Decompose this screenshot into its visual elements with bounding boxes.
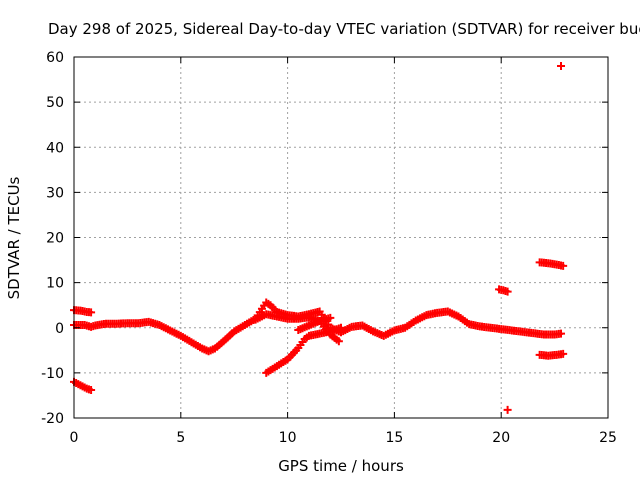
data-point: [559, 261, 568, 270]
y-tick-label: -20: [41, 411, 64, 427]
data-point: [559, 349, 568, 358]
y-tick-label: -10: [41, 366, 64, 382]
y-tick-label: 10: [46, 276, 64, 292]
x-axis-label: GPS time / hours: [278, 457, 404, 475]
series-8: [535, 349, 568, 360]
data-point: [503, 287, 512, 296]
series-2: [262, 323, 345, 377]
y-tick-label: 0: [55, 321, 64, 337]
series-4: [70, 306, 96, 317]
data-point: [557, 329, 566, 338]
grid-lines: [74, 57, 608, 418]
x-tick-label: 20: [492, 430, 510, 446]
chart-title: Day 298 of 2025, Sidereal Day-to-day VTE…: [48, 20, 640, 38]
x-tick-label: 15: [385, 430, 403, 446]
y-tick-label: 50: [46, 95, 64, 111]
series-9: [503, 62, 566, 414]
data-point: [87, 308, 96, 317]
y-tick-label: 20: [46, 231, 64, 247]
series-0: [70, 298, 566, 356]
data-point: [87, 386, 96, 395]
y-axis-label: SDTVAR / TECUs: [5, 176, 23, 299]
x-tick-label: 10: [279, 430, 297, 446]
data-point: [557, 62, 566, 71]
y-tick-label: 30: [46, 185, 64, 201]
series-5: [70, 377, 96, 395]
data-point: [334, 337, 343, 346]
series-3: [294, 313, 335, 335]
y-tick-label: 60: [46, 50, 64, 66]
data-point: [503, 405, 512, 414]
data-point: [326, 313, 335, 322]
y-tick-label: 40: [46, 140, 64, 156]
series-7: [535, 258, 568, 270]
data-points: [70, 62, 568, 414]
data-point: [337, 323, 345, 332]
axis-ticks: 0 5 10 15 20 25 -20 -10 0 10 20 30 40 50 60: [41, 50, 617, 446]
x-tick-label: 0: [70, 430, 79, 446]
series-6: [495, 285, 512, 296]
x-tick-label: 5: [176, 430, 185, 446]
x-tick-label: 25: [599, 430, 617, 446]
